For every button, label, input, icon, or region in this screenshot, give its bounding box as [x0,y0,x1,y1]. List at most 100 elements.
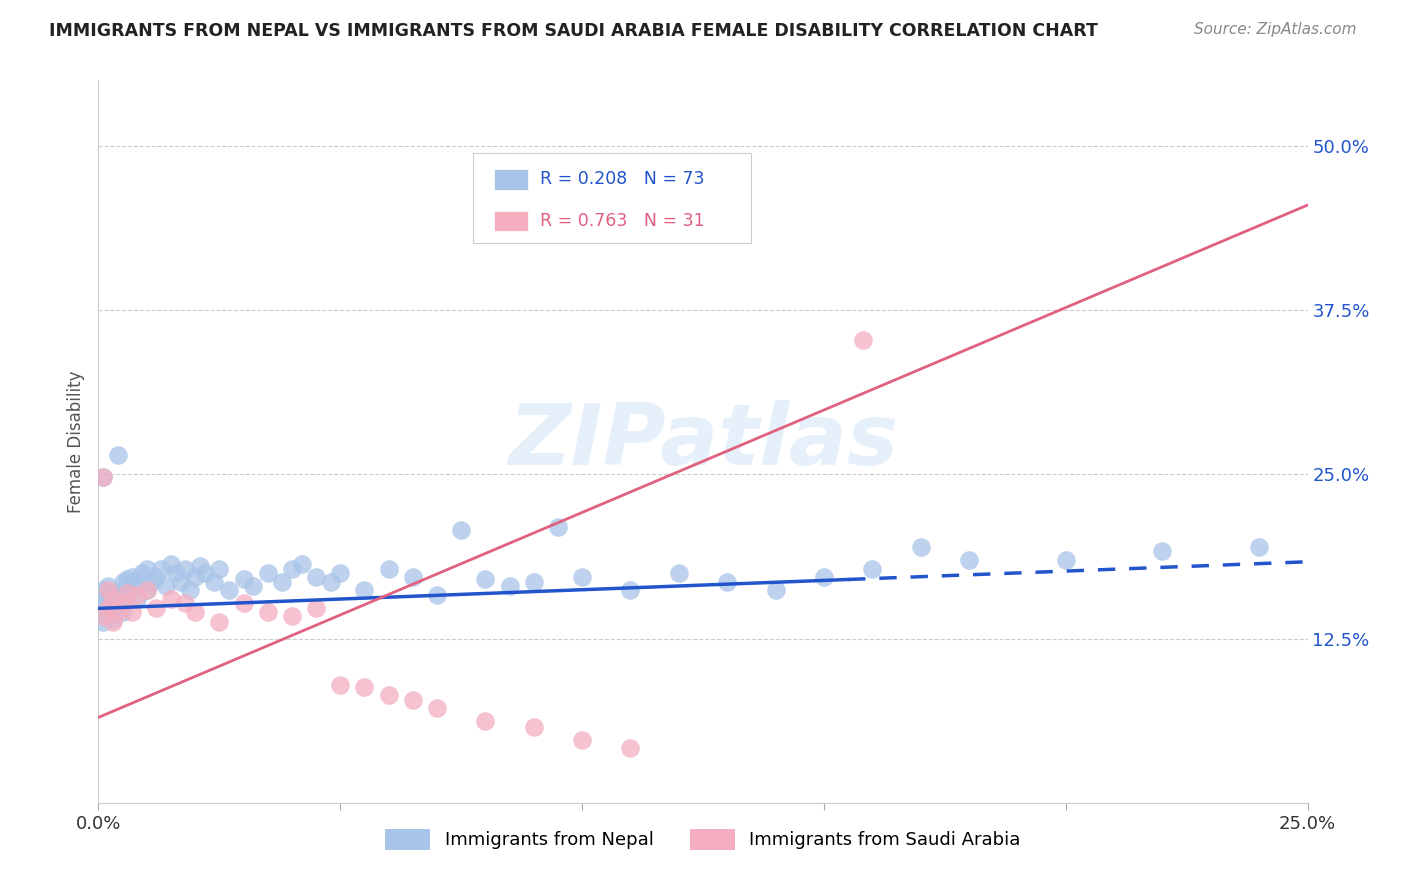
Point [329,677,352,691]
Point [184,570,207,584]
Point [107,448,129,462]
FancyBboxPatch shape [474,153,751,243]
Point [1054,553,1077,567]
Point [256,605,278,619]
Point [135,582,157,597]
Point [101,592,124,607]
Text: IMMIGRANTS FROM NEPAL VS IMMIGRANTS FROM SAUDI ARABIA FEMALE DISABILITY CORRELAT: IMMIGRANTS FROM NEPAL VS IMMIGRANTS FROM… [49,22,1098,40]
Point [402,693,425,707]
Point [523,575,546,590]
Point [474,573,496,587]
Point [107,588,129,602]
Point [426,588,449,602]
Point [232,573,254,587]
Point [860,562,883,576]
Point [194,566,217,580]
Point [97,596,120,610]
Point [402,570,425,584]
Point [91,470,114,484]
Point [97,582,120,597]
Point [668,566,690,580]
Point [97,601,120,615]
Point [716,575,738,590]
Point [91,470,114,484]
Point [107,605,129,619]
Point [377,688,399,702]
Point [765,582,787,597]
Point [101,615,124,629]
Point [165,566,187,580]
Point [145,601,167,615]
Point [101,592,124,607]
Point [107,596,129,610]
Point [450,523,472,537]
Point [1249,540,1271,554]
Legend: Immigrants from Nepal, Immigrants from Saudi Arabia: Immigrants from Nepal, Immigrants from S… [377,820,1029,859]
Point [111,582,134,597]
Point [571,570,593,584]
Point [91,582,114,597]
Point [121,605,143,619]
Text: ZIPatlas: ZIPatlas [508,400,898,483]
Point [523,720,546,734]
Point [184,605,207,619]
Point [160,592,183,607]
Point [135,562,157,576]
Point [353,680,375,694]
Point [117,573,139,587]
Point [813,570,835,584]
Point [91,615,114,629]
Point [242,579,264,593]
Point [91,601,114,615]
Point [101,612,124,626]
Point [305,570,328,584]
Point [353,582,375,597]
Point [121,579,143,593]
Point [127,575,149,590]
Point [97,579,120,593]
Point [305,601,328,615]
Point [155,579,177,593]
FancyBboxPatch shape [494,169,527,189]
Point [91,592,114,607]
Point [619,582,641,597]
Point [329,566,352,580]
Point [377,562,399,576]
Point [174,596,197,610]
Point [111,575,134,590]
Point [910,540,932,554]
Point [160,557,183,571]
Point [135,582,157,597]
Point [174,562,197,576]
Point [127,588,149,602]
Point [426,701,449,715]
Point [111,605,134,619]
Point [281,609,304,624]
Point [319,575,342,590]
Point [290,557,312,571]
Point [179,582,201,597]
Point [188,559,211,574]
Point [281,562,304,576]
Point [474,714,496,729]
Text: Source: ZipAtlas.com: Source: ZipAtlas.com [1194,22,1357,37]
Point [121,570,143,584]
Point [169,575,191,590]
Point [232,596,254,610]
Y-axis label: Female Disability: Female Disability [67,370,86,513]
Point [208,562,231,576]
Point [256,566,278,580]
Point [957,553,980,567]
FancyBboxPatch shape [494,211,527,231]
Point [101,585,124,599]
Point [218,582,240,597]
Text: R = 0.763   N = 31: R = 0.763 N = 31 [540,212,704,230]
Point [619,740,641,755]
Point [97,588,120,602]
Point [1152,543,1174,558]
Point [111,596,134,610]
Point [117,588,139,602]
Text: R = 0.208   N = 73: R = 0.208 N = 73 [540,170,704,188]
Point [145,570,167,584]
Point [208,615,231,629]
